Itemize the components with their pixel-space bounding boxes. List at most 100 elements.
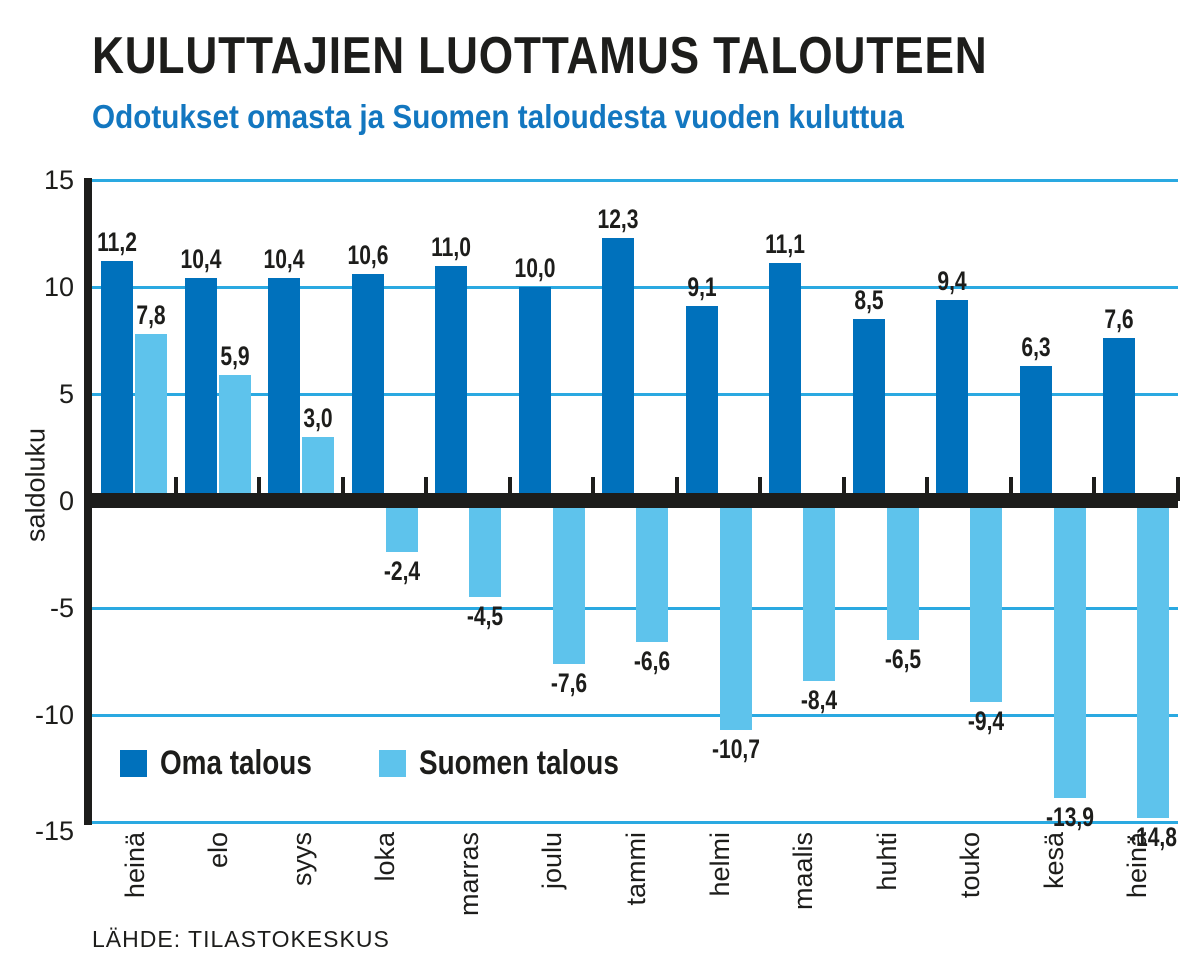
y-axis-tick-label: -5 <box>49 593 74 623</box>
bar-value-label: -10,7 <box>711 733 760 764</box>
y-axis-tick-label: 0 <box>58 486 74 516</box>
bar-value-label: -7,6 <box>550 667 587 698</box>
bar-oma-talous <box>101 261 133 501</box>
x-axis-label: touko <box>955 832 986 899</box>
bar-suomen-talous <box>385 501 418 553</box>
bar-oma-talous <box>685 306 718 501</box>
bar-suomen-talous <box>552 501 585 664</box>
bar-oma-talous <box>936 299 969 501</box>
bar-oma-talous <box>435 265 468 501</box>
bar-value-label: 9,4 <box>937 265 968 296</box>
bar-value-label: -9,4 <box>968 706 1005 737</box>
x-axis-tick <box>1008 477 1013 501</box>
bar-oma-talous <box>351 274 384 501</box>
legend-swatch-oma-talous-icon <box>120 749 147 777</box>
bar-value-label: -6,5 <box>884 644 921 675</box>
bar-value-label: 3,0 <box>303 402 333 433</box>
legend-label-oma-talous: Oma talous <box>160 744 312 782</box>
y-axis-tick-label: 10 <box>43 272 74 302</box>
source-credit: LÄHDE: TILASTOKESKUS <box>92 926 390 952</box>
bar-suomen-talous <box>218 374 251 501</box>
legend-label-suomen-talous: Suomen talous <box>419 744 620 782</box>
x-axis-label: kesä <box>1038 832 1069 890</box>
bar-value-label: -2,4 <box>383 556 420 587</box>
bar-oma-talous <box>1103 338 1136 501</box>
bar-oma-talous <box>184 278 217 501</box>
x-axis-label: joulu <box>537 832 568 890</box>
bar-value-label: 11,1 <box>765 229 806 260</box>
x-axis-tick <box>925 477 930 501</box>
bar-suomen-talous <box>469 501 502 598</box>
zero-baseline <box>84 493 1178 508</box>
bar-value-label: 7,6 <box>1104 304 1135 335</box>
chart-legend: Oma talous Suomen talous <box>120 746 663 780</box>
x-axis-tick <box>173 477 178 501</box>
y-axis-tick-label: -10 <box>34 700 74 730</box>
gridline-15 <box>84 178 1178 182</box>
bar-value-label: 11,0 <box>431 231 472 262</box>
bar-suomen-talous <box>135 334 167 501</box>
bar-value-label: 8,5 <box>854 285 884 316</box>
gridline--15 <box>84 820 1178 824</box>
bar-value-label: 10,4 <box>180 244 222 275</box>
x-axis-tick <box>674 477 679 501</box>
bar-value-label: 10,4 <box>263 244 305 275</box>
x-axis-tick <box>424 477 429 501</box>
bar-suomen-talous <box>1137 501 1170 818</box>
gridline--5 <box>84 606 1178 610</box>
x-axis-label: maalis <box>788 832 819 911</box>
x-axis-tick <box>1092 477 1097 501</box>
bar-value-label: 12,3 <box>597 203 639 234</box>
x-axis-label: syys <box>286 832 317 886</box>
bar-suomen-talous <box>886 501 919 641</box>
bar-value-label: -6,6 <box>634 646 671 677</box>
y-axis-tick-label: 5 <box>58 379 74 409</box>
bar-value-label: 5,9 <box>219 340 250 371</box>
bar-suomen-talous <box>636 501 669 643</box>
bar-value-label: -14,8 <box>1129 821 1178 852</box>
x-axis-label: elo <box>203 832 234 869</box>
x-axis-tick <box>591 477 596 501</box>
bar-value-label: -4,5 <box>466 601 504 632</box>
x-axis-tick <box>257 477 262 501</box>
legend-item-oma-talous: Oma talous <box>120 746 345 780</box>
x-axis-label: huhti <box>871 832 902 891</box>
bar-oma-talous <box>268 278 301 501</box>
page-subtitle: Odotukset omasta ja Suomen taloudesta vu… <box>92 98 904 135</box>
legend-swatch-suomen-talous-icon <box>379 749 407 777</box>
y-axis-tick-label: -15 <box>34 816 74 846</box>
x-axis-label: heinä <box>119 832 150 899</box>
x-axis-tick <box>758 477 763 501</box>
bar-value-label: 11,2 <box>97 227 137 258</box>
gridline--10 <box>84 713 1178 717</box>
y-axis-tick-label: 15 <box>43 165 74 195</box>
x-axis-label: tammi <box>621 832 651 906</box>
bar-suomen-talous <box>302 436 335 501</box>
bar-suomen-talous <box>970 501 1003 703</box>
bar-suomen-talous <box>803 501 836 681</box>
x-axis-label: helmi <box>704 832 735 897</box>
bar-value-label: -13,9 <box>1045 802 1094 833</box>
page-title: KULUTTAJIEN LUOTTAMUS TALOUTEEN <box>92 27 988 85</box>
x-axis-tick <box>841 477 846 501</box>
x-axis-label: loka <box>370 832 401 882</box>
bar-value-label: 6,3 <box>1021 332 1051 363</box>
bar-suomen-talous <box>1053 501 1086 799</box>
bar-suomen-talous <box>719 501 752 730</box>
bar-oma-talous <box>602 237 635 501</box>
bar-oma-talous <box>852 319 885 501</box>
bar-oma-talous <box>1019 366 1052 501</box>
bar-value-label: 10,6 <box>347 240 389 271</box>
x-axis-label: marras <box>453 832 484 917</box>
legend-item-suomen-talous: Suomen talous <box>379 746 663 780</box>
x-axis-tick <box>1176 477 1180 501</box>
bar-value-label: 9,1 <box>687 272 717 303</box>
bar-oma-talous <box>769 263 802 501</box>
x-axis-tick <box>507 477 512 501</box>
bar-value-label: -8,4 <box>801 684 838 715</box>
bar-oma-talous <box>518 287 551 501</box>
x-axis-tick <box>340 477 345 501</box>
bar-value-label: 7,8 <box>136 300 166 331</box>
bar-value-label: 10,0 <box>514 253 556 283</box>
